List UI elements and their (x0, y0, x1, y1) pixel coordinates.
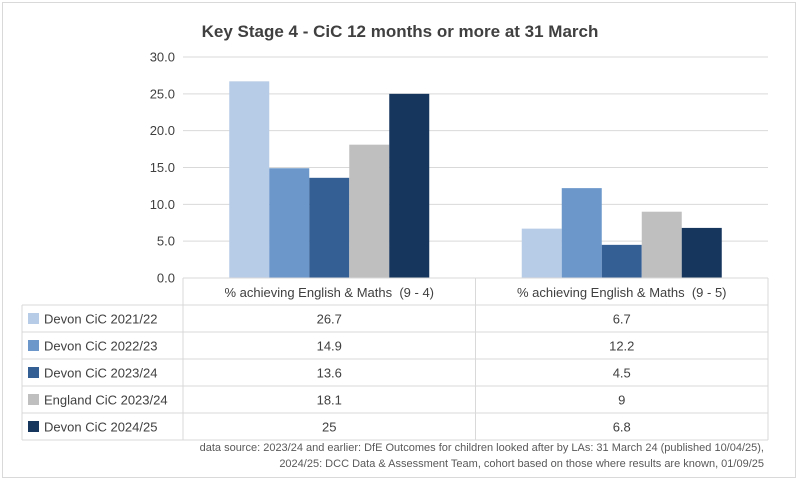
y-tick-label: 25.0 (150, 86, 175, 101)
y-tick-label: 0.0 (157, 271, 175, 286)
data-label: 12.2 (609, 339, 634, 354)
category-label: % achieving English & Maths (9 - 5) (517, 285, 727, 300)
legend-key (28, 367, 39, 378)
bar (309, 177, 350, 278)
y-tick-label: 10.0 (150, 197, 175, 212)
data-label: 9 (618, 393, 625, 408)
category-label: % achieving English & Maths (9 - 4) (224, 285, 434, 300)
legend-label: England CiC 2023/24 (44, 393, 168, 408)
legend-label: Devon CiC 2024/25 (44, 420, 157, 435)
bar (229, 81, 270, 278)
y-tick-label: 20.0 (150, 123, 175, 138)
source-line-1: data source: 2023/24 and earlier: DfE Ou… (199, 442, 764, 454)
data-label: 18.1 (317, 393, 342, 408)
legend-key (28, 340, 39, 351)
bar (521, 228, 562, 278)
bar (389, 93, 430, 278)
data-label: 25 (322, 420, 336, 435)
bar (349, 144, 390, 278)
y-tick-label: 5.0 (157, 234, 175, 249)
legend-label: Devon CiC 2023/24 (44, 366, 157, 381)
data-label: 26.7 (317, 312, 342, 327)
chart-title: Key Stage 4 - CiC 12 months or more at 3… (201, 22, 599, 41)
data-label: 13.6 (317, 366, 342, 381)
bar (601, 244, 642, 278)
bar (269, 168, 310, 278)
source-line-2: 2024/25: DCC Data & Assessment Team, coh… (279, 458, 764, 470)
bar (561, 188, 602, 278)
legend-key (28, 313, 39, 324)
data-label: 4.5 (613, 366, 631, 381)
y-tick-label: 15.0 (150, 160, 175, 175)
data-label: 6.8 (613, 420, 631, 435)
legend-key (28, 421, 39, 432)
data-source-note: data source: 2023/24 and earlier: DfE Ou… (64, 440, 764, 472)
bar (641, 211, 682, 278)
y-tick-label: 30.0 (150, 50, 175, 65)
bar (681, 227, 722, 278)
legend-key (28, 394, 39, 405)
data-label: 14.9 (317, 339, 342, 354)
data-label: 6.7 (613, 312, 631, 327)
legend-label: Devon CiC 2021/22 (44, 312, 157, 327)
legend-label: Devon CiC 2022/23 (44, 339, 157, 354)
